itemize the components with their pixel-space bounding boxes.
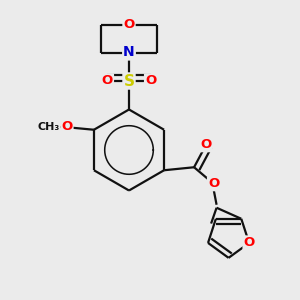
Text: O: O [200,138,212,151]
Text: O: O [102,74,113,88]
Text: O: O [61,120,73,133]
Text: O: O [244,236,255,249]
Text: S: S [124,74,134,88]
Text: CH₃: CH₃ [37,122,59,132]
Text: O: O [123,18,135,32]
Text: N: N [123,46,135,59]
Text: O: O [145,74,156,88]
Text: O: O [208,177,219,190]
